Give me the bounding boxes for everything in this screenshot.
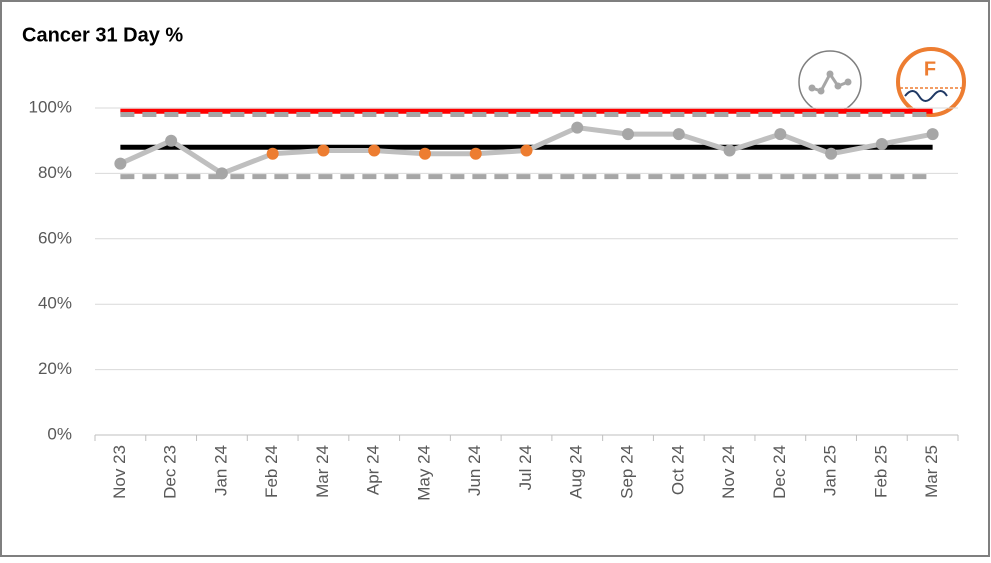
y-tick-label: 20% <box>38 359 72 378</box>
x-tick-label: Jul 24 <box>516 445 535 490</box>
data-point <box>875 137 888 150</box>
assurance-icon: F <box>896 47 966 117</box>
data-point <box>317 144 330 157</box>
x-tick-label: Jan 24 <box>211 445 230 496</box>
data-point <box>114 157 127 170</box>
y-tick-label: 80% <box>38 163 72 182</box>
data-point <box>215 167 228 180</box>
variation-icon <box>798 50 862 114</box>
x-tick-label: Sep 24 <box>618 445 637 499</box>
data-point <box>825 147 838 160</box>
y-tick-label: 0% <box>47 424 72 443</box>
x-tick-label: Aug 24 <box>567 445 586 499</box>
x-tick-label: Nov 24 <box>719 445 738 499</box>
x-tick-label: Mar 25 <box>922 445 941 498</box>
assurance-label: F <box>924 58 936 80</box>
x-tick-label: Jan 25 <box>821 445 840 496</box>
x-tick-label: Mar 24 <box>313 445 332 498</box>
data-point <box>469 147 482 160</box>
data-point <box>672 128 685 141</box>
data-point <box>774 128 787 141</box>
y-tick-label: 60% <box>38 228 72 247</box>
x-tick-label: Feb 25 <box>871 445 890 498</box>
x-tick-label: May 24 <box>414 445 433 501</box>
y-tick-label: 40% <box>38 294 72 313</box>
x-tick-label: Oct 24 <box>668 445 687 495</box>
x-tick-label: Dec 23 <box>161 445 180 499</box>
data-point <box>571 121 584 134</box>
x-tick-label: Feb 24 <box>262 445 281 498</box>
data-point <box>926 128 939 141</box>
x-tick-label: Jun 24 <box>465 445 484 496</box>
chart-title: Cancer 31 Day % <box>22 24 183 46</box>
data-point <box>165 134 178 147</box>
data-point <box>723 144 736 157</box>
y-tick-label: 100% <box>29 97 72 116</box>
data-point <box>622 128 635 141</box>
data-point <box>266 147 279 160</box>
x-tick-label: Nov 23 <box>110 445 129 499</box>
x-tick-label: Dec 24 <box>770 445 789 499</box>
data-point <box>520 144 533 157</box>
data-point <box>418 147 431 160</box>
data-point <box>368 144 381 157</box>
x-tick-label: Apr 24 <box>364 445 383 495</box>
